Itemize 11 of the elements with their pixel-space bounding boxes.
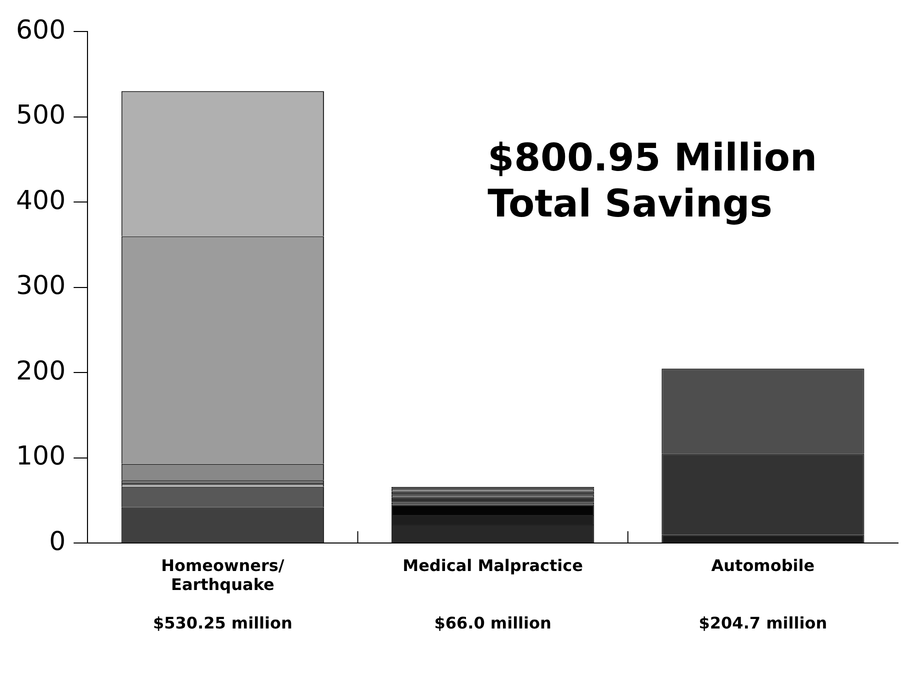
category-label: Automobile $204.7 million <box>698 556 828 633</box>
category-label: Medical Malpractice $66.0 million <box>402 556 583 633</box>
y-tick-label: 500 <box>16 100 66 131</box>
y-tick-label: 300 <box>16 271 66 302</box>
y-tick-label: 200 <box>16 356 66 386</box>
y-tick-label: 400 <box>16 186 66 216</box>
y-tick-label: 0 <box>49 526 66 557</box>
category-label: Homeowners/ Earthquake $530.25 million <box>152 556 292 633</box>
y-tick-label: 600 <box>16 15 66 46</box>
y-tick-label: 100 <box>16 442 66 472</box>
annotation: $800.95 Million Total Savings <box>488 135 818 226</box>
